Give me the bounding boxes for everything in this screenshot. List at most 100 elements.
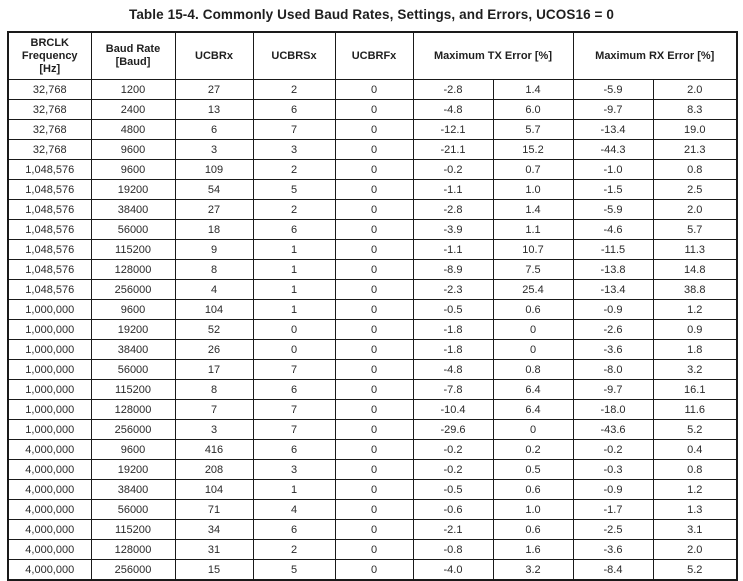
cell: 1,000,000 — [7, 379, 92, 400]
cell: 109 — [174, 159, 254, 180]
cell: -1.1 — [412, 239, 494, 260]
col-header-baud-rate: Baud Rate [Baud] — [90, 31, 176, 80]
cell: 4,000,000 — [7, 539, 92, 560]
cell: 7 — [252, 399, 336, 420]
cell: -4.0 — [412, 559, 494, 581]
cell: -21.1 — [412, 139, 494, 160]
cell: 1 — [252, 299, 336, 320]
cell: 4800 — [90, 119, 176, 140]
cell: 3.2 — [492, 559, 574, 581]
cell: 19200 — [90, 319, 176, 340]
cell: -18.0 — [572, 399, 654, 420]
col-header-ucbrx: UCBRx — [174, 31, 254, 80]
cell: 0 — [334, 179, 414, 200]
cell: 11.3 — [652, 239, 738, 260]
cell: 1.4 — [492, 79, 574, 100]
cell: 1,048,576 — [7, 219, 92, 240]
cell: 0 — [492, 419, 574, 440]
table-row: 1,048,576 56000 18 6 0 -3.9 1.1 -4.6 5.7 — [7, 219, 738, 240]
cell: 32,768 — [7, 99, 92, 120]
cell: -44.3 — [572, 139, 654, 160]
cell: 208 — [174, 459, 254, 480]
cell: 7.5 — [492, 259, 574, 280]
cell: 27 — [174, 79, 254, 100]
cell: 0.6 — [492, 299, 574, 320]
cell: 9600 — [90, 139, 176, 160]
cell: 0 — [334, 419, 414, 440]
cell: 38400 — [90, 479, 176, 500]
cell: 0 — [334, 319, 414, 340]
cell: 104 — [174, 479, 254, 500]
cell: 1.4 — [492, 199, 574, 220]
cell: -4.6 — [572, 219, 654, 240]
table-row: 1,000,000 56000 17 7 0 -4.8 0.8 -8.0 3.2 — [7, 359, 738, 380]
cell: 0 — [334, 219, 414, 240]
cell: 0 — [334, 99, 414, 120]
cell: -43.6 — [572, 419, 654, 440]
cell: 25.4 — [492, 279, 574, 300]
cell: 4,000,000 — [7, 459, 92, 480]
cell: -3.6 — [572, 539, 654, 560]
cell: 0.7 — [492, 159, 574, 180]
cell: 13 — [174, 99, 254, 120]
cell: 0 — [334, 559, 414, 581]
cell: 0 — [334, 239, 414, 260]
table-row: 1,048,576 19200 54 5 0 -1.1 1.0 -1.5 2.5 — [7, 179, 738, 200]
cell: 8 — [174, 259, 254, 280]
cell: 1,048,576 — [7, 279, 92, 300]
table-row: 32,768 4800 6 7 0 -12.1 5.7 -13.4 19.0 — [7, 119, 738, 140]
cell: 0.8 — [492, 359, 574, 380]
cell: 1 — [252, 279, 336, 300]
cell: 1.0 — [492, 179, 574, 200]
table-row: 4,000,000 38400 104 1 0 -0.5 0.6 -0.9 1.2 — [7, 479, 738, 500]
cell: 32,768 — [7, 119, 92, 140]
cell: -2.3 — [412, 279, 494, 300]
col-header-ucbrsx: UCBRSx — [252, 31, 336, 80]
table-row: 32,768 9600 3 3 0 -21.1 15.2 -44.3 21.3 — [7, 139, 738, 160]
cell: 6 — [252, 219, 336, 240]
cell: 0 — [252, 339, 336, 360]
cell: 1.2 — [652, 479, 738, 500]
cell: 38.8 — [652, 279, 738, 300]
table-title: Table 15-4. Commonly Used Baud Rates, Se… — [128, 7, 614, 22]
cell: 0.5 — [492, 459, 574, 480]
cell: 256000 — [90, 279, 176, 300]
cell: -0.3 — [572, 459, 654, 480]
cell: -5.9 — [572, 199, 654, 220]
cell: 18 — [174, 219, 254, 240]
cell: 15 — [174, 559, 254, 581]
table-row: 4,000,000 19200 208 3 0 -0.2 0.5 -0.3 0.8 — [7, 459, 738, 480]
col-header-ucbrfx: UCBRFx — [334, 31, 414, 80]
table-row: 1,000,000 115200 8 6 0 -7.8 6.4 -9.7 16.1 — [7, 379, 738, 400]
baud-rate-table: BRCLK Frequency [Hz] Baud Rate [Baud] UC… — [7, 31, 739, 581]
cell: 1,048,576 — [7, 199, 92, 220]
cell: 56000 — [90, 499, 176, 520]
cell: 1,000,000 — [7, 339, 92, 360]
cell: 2.0 — [652, 539, 738, 560]
table-row: 4,000,000 128000 31 2 0 -0.8 1.6 -3.6 2.0 — [7, 539, 738, 560]
cell: 2.5 — [652, 179, 738, 200]
cell: 27 — [174, 199, 254, 220]
cell: -2.5 — [572, 519, 654, 540]
cell: -7.8 — [412, 379, 494, 400]
cell: -0.2 — [412, 439, 494, 460]
cell: 19200 — [90, 179, 176, 200]
table-row: 1,048,576 38400 27 2 0 -2.8 1.4 -5.9 2.0 — [7, 199, 738, 220]
cell: -13.4 — [572, 119, 654, 140]
table-body: 32,768 1200 27 2 0 -2.8 1.4 -5.9 2.0 32,768 2400 13… — [7, 79, 738, 581]
cell: 6 — [252, 379, 336, 400]
cell: 0 — [334, 459, 414, 480]
cell: 5.2 — [652, 419, 738, 440]
cell: 7 — [252, 419, 336, 440]
cell: 9600 — [90, 439, 176, 460]
table-row: 1,048,576 256000 4 1 0 -2.3 25.4 -13.4 38.8 — [7, 279, 738, 300]
cell: -1.1 — [412, 179, 494, 200]
cell: 26 — [174, 339, 254, 360]
cell: 4 — [174, 279, 254, 300]
cell: -1.8 — [412, 319, 494, 340]
cell: -3.9 — [412, 219, 494, 240]
cell: 32,768 — [7, 139, 92, 160]
cell: 16.1 — [652, 379, 738, 400]
col-header-max-rx-error: Maximum RX Error [%] — [572, 31, 738, 80]
cell: 11.6 — [652, 399, 738, 420]
